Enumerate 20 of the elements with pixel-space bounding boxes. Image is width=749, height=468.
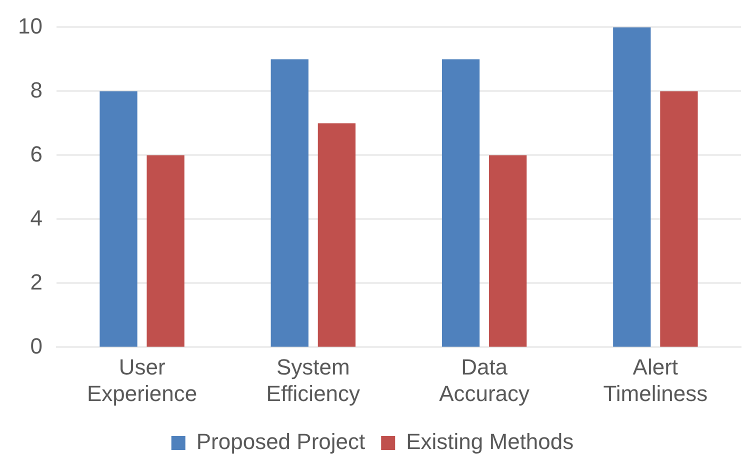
bar (146, 155, 184, 347)
y-tick-label: 6 (30, 141, 42, 166)
y-tick-label: 2 (30, 269, 42, 294)
x-tick-label: User Experience (87, 354, 198, 406)
bar (318, 123, 356, 347)
bar (660, 91, 698, 347)
bar (442, 59, 480, 347)
bar (613, 27, 651, 347)
x-tick-label: System Efficiency (266, 354, 360, 406)
legend-label: Proposed Project (196, 429, 366, 454)
y-tick-label: 10 (18, 13, 42, 38)
x-tick-label: Data Accuracy (439, 354, 530, 406)
y-tick-label: 4 (30, 205, 42, 230)
x-tick-label: Alert Timeliness (603, 354, 708, 406)
y-tick-label: 8 (30, 77, 42, 102)
bar (270, 59, 308, 347)
bar (489, 155, 527, 347)
bar (100, 91, 138, 347)
legend-label: Existing Methods (406, 429, 574, 454)
y-tick-label: 0 (30, 333, 42, 358)
